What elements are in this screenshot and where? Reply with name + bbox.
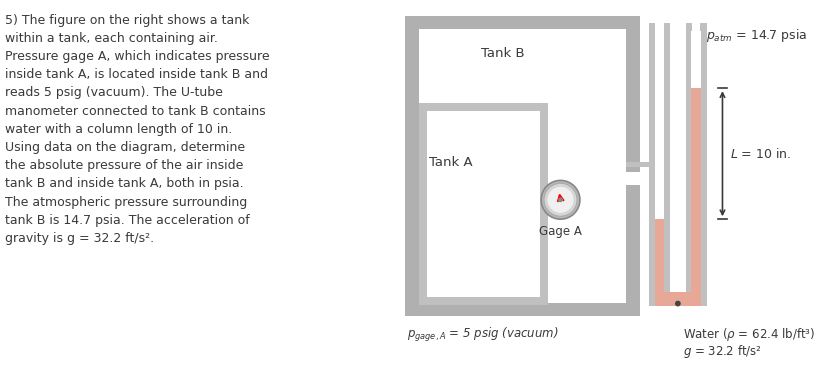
Bar <box>648 23 670 292</box>
Bar <box>648 292 707 306</box>
Text: Gage A: Gage A <box>539 225 582 238</box>
Bar <box>685 23 707 31</box>
Text: Tank B: Tank B <box>481 47 525 59</box>
Bar <box>419 103 548 305</box>
Bar <box>627 180 648 185</box>
Circle shape <box>558 197 563 202</box>
Text: $L$ = 10 in.: $L$ = 10 in. <box>730 147 791 161</box>
Circle shape <box>547 186 574 213</box>
Bar <box>654 23 664 219</box>
Bar <box>654 219 664 292</box>
Text: $p_{atm}$ = 14.7 psia: $p_{atm}$ = 14.7 psia <box>706 27 807 44</box>
Bar <box>427 110 540 297</box>
Bar <box>627 172 648 185</box>
Text: Tank A: Tank A <box>428 156 472 169</box>
Circle shape <box>675 301 680 306</box>
Bar <box>692 23 701 31</box>
Circle shape <box>544 183 577 216</box>
Text: $p_{gage, A}$ = 5 psig (vacuum): $p_{gage, A}$ = 5 psig (vacuum) <box>407 326 559 344</box>
Bar <box>691 88 701 292</box>
Bar <box>685 23 707 292</box>
Text: 5) The figure on the right shows a tank
within a tank, each containing air.
Pres: 5) The figure on the right shows a tank … <box>5 14 270 245</box>
Bar <box>654 292 701 306</box>
Text: $g$ = 32.2 ft/s²: $g$ = 32.2 ft/s² <box>683 343 762 360</box>
Text: Water ($\rho$ = 62.4 lb/ft³): Water ($\rho$ = 62.4 lb/ft³) <box>683 326 815 343</box>
Circle shape <box>541 180 580 219</box>
Bar <box>419 29 627 303</box>
Bar <box>406 15 640 316</box>
Bar <box>548 195 554 205</box>
Bar <box>627 162 648 167</box>
Bar <box>691 23 701 88</box>
